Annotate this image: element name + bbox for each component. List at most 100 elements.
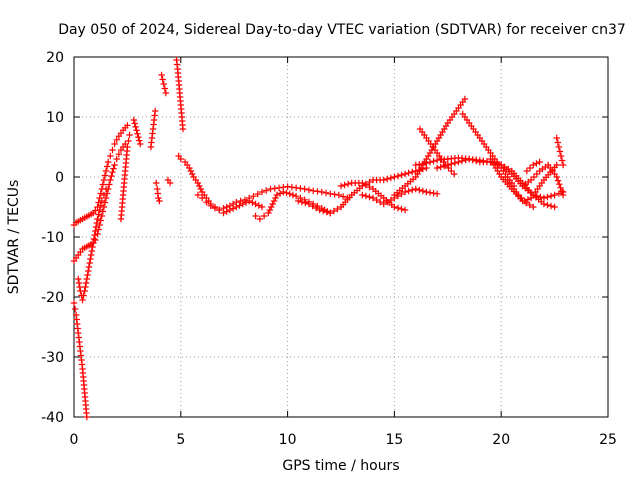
x-tick-label: 10: [279, 432, 297, 448]
data-point: [70, 299, 78, 307]
data-point: [98, 197, 105, 205]
data-point: [557, 152, 565, 160]
data-point: [108, 172, 115, 180]
data-point: [280, 188, 287, 196]
data-point: [137, 140, 144, 148]
data-point: [98, 212, 105, 220]
data-point: [409, 168, 416, 176]
data-point: [245, 194, 253, 202]
x-tick-label: 5: [176, 432, 185, 448]
y-axis-label: SDTVAR / TECUs: [6, 180, 22, 295]
y-tick-label: -10: [41, 230, 64, 246]
data-point: [136, 137, 143, 144]
data-point: [179, 125, 187, 133]
data-point: [359, 191, 366, 199]
data-point: [554, 139, 562, 146]
axis-ticks: [73, 56, 609, 418]
data-point: [130, 116, 138, 124]
x-tick-label: 0: [70, 432, 79, 448]
data-point: [501, 163, 508, 171]
data-point: [102, 185, 110, 193]
y-tick-label: -20: [41, 290, 64, 306]
data-point: [131, 120, 138, 127]
data-point: [320, 207, 327, 215]
data-point: [80, 292, 87, 299]
data-point: [316, 206, 323, 214]
data-point: [260, 212, 268, 220]
data-point: [90, 235, 98, 243]
data-point: [376, 198, 384, 206]
data-point: [268, 203, 275, 211]
data-point: [441, 162, 448, 170]
data-point: [359, 179, 366, 187]
data-point: [494, 160, 501, 168]
data-point: [226, 202, 234, 209]
y-tick-label: 10: [46, 110, 64, 126]
data-point: [289, 191, 297, 199]
data-point: [92, 223, 100, 231]
data-point: [448, 160, 455, 168]
data-marks: [70, 56, 567, 421]
data-point: [104, 158, 112, 166]
data-point: [557, 184, 564, 191]
data-point: [533, 192, 540, 200]
data-point: [233, 199, 240, 206]
data-point: [409, 186, 416, 194]
data-point: [305, 200, 313, 208]
data-point: [95, 211, 102, 218]
data-point: [194, 191, 202, 199]
data-point: [155, 194, 162, 202]
data-point: [547, 202, 555, 210]
data-point: [405, 169, 412, 177]
data-point: [82, 279, 90, 287]
data-point: [391, 203, 398, 211]
data-point: [556, 148, 564, 155]
data-point: [551, 203, 558, 211]
data-point: [394, 172, 402, 180]
data-point: [133, 127, 140, 134]
data-point: [515, 191, 522, 199]
data-point: [394, 204, 402, 212]
data-point: [188, 170, 196, 178]
data-point: [194, 179, 202, 187]
data-point: [380, 176, 387, 184]
data-point: [305, 186, 313, 194]
data-point: [518, 194, 525, 202]
data-point: [81, 287, 88, 295]
data-point: [387, 174, 395, 182]
data-point: [101, 199, 109, 206]
data-point: [83, 413, 91, 421]
data-point: [544, 201, 551, 209]
data-point: [445, 164, 452, 172]
data-point: [132, 123, 139, 131]
data-point: [276, 190, 284, 197]
data-point: [86, 259, 93, 267]
data-point: [256, 215, 264, 223]
x-axis-label: GPS time / hours: [282, 458, 399, 474]
data-point: [166, 179, 174, 187]
data-point: [339, 193, 347, 200]
y-tick-labels: -40 -30 -20 -10 0 10 20: [41, 50, 64, 426]
data-point: [530, 173, 538, 181]
data-point: [433, 190, 441, 197]
data-point: [455, 158, 462, 166]
data-point: [533, 160, 540, 167]
data-point: [533, 170, 540, 178]
data-point: [473, 157, 480, 165]
data-point: [416, 186, 423, 194]
data-point: [92, 227, 99, 235]
data-point: [547, 192, 555, 200]
data-point: [521, 197, 528, 205]
data-point: [198, 194, 206, 202]
data-point: [295, 197, 302, 205]
data-point: [384, 175, 391, 183]
data-point: [241, 196, 249, 203]
data-point: [97, 217, 104, 224]
data-point: [135, 133, 142, 141]
data-point: [79, 296, 86, 304]
data-point: [110, 165, 117, 172]
data-point: [451, 159, 459, 167]
data-point: [197, 185, 204, 193]
data-point: [258, 188, 266, 196]
